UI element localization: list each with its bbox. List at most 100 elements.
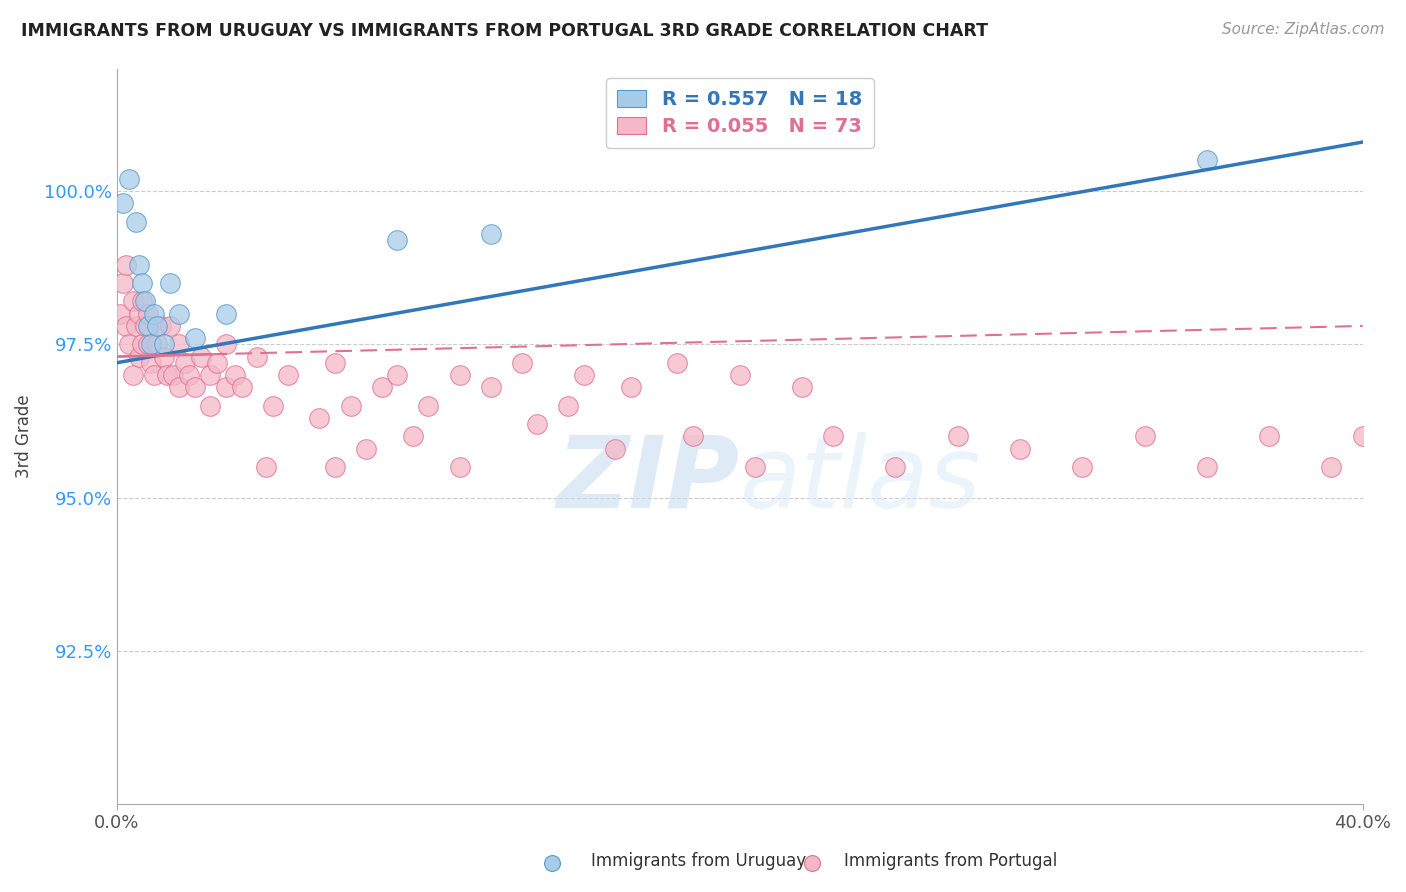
Point (167, 380, 190, 394)
Point (449, 459, 471, 474)
Point (666, 356, 689, 370)
Point (124, 318, 146, 333)
Point (134, 294, 156, 309)
Point (152, 337, 174, 351)
Point (449, 368, 471, 382)
Point (246, 350, 269, 364)
Point (215, 380, 238, 394)
Point (1071, 459, 1094, 474)
Point (131, 337, 153, 351)
Text: Immigrants from Portugal: Immigrants from Portugal (844, 852, 1057, 870)
Point (339, 399, 361, 413)
Point (112, 196, 135, 211)
Point (370, 380, 392, 394)
Point (572, 368, 595, 382)
Point (801, 856, 824, 871)
Point (387, 368, 409, 382)
Text: IMMIGRANTS FROM URUGUAY VS IMMIGRANTS FROM PORTUGAL 3RD GRADE CORRELATION CHART: IMMIGRANTS FROM URUGUAY VS IMMIGRANTS FR… (21, 22, 988, 40)
Point (115, 318, 138, 333)
Point (418, 399, 440, 413)
Point (115, 258, 138, 272)
Point (128, 307, 150, 321)
Point (790, 380, 813, 394)
Point (131, 294, 153, 309)
Point (1258, 429, 1281, 443)
Point (136, 307, 159, 321)
Point (728, 368, 751, 382)
Point (387, 233, 409, 247)
Point (112, 276, 135, 290)
Point (605, 442, 627, 456)
Point (136, 337, 159, 351)
Point (1008, 442, 1031, 456)
Point (156, 368, 179, 382)
Point (141, 337, 163, 351)
Point (177, 368, 200, 382)
Point (118, 337, 141, 351)
Point (184, 331, 207, 345)
Point (128, 350, 150, 364)
Point (141, 356, 163, 370)
Point (620, 380, 643, 394)
Point (354, 442, 377, 456)
Point (1351, 429, 1374, 443)
Point (1195, 459, 1218, 474)
Point (108, 307, 131, 321)
Point (540, 856, 562, 871)
Point (526, 417, 548, 431)
Point (159, 318, 181, 333)
Point (884, 459, 907, 474)
Point (1133, 429, 1156, 443)
Point (184, 380, 207, 394)
Point (682, 429, 704, 443)
Point (510, 356, 533, 370)
Point (136, 318, 159, 333)
Point (200, 368, 222, 382)
Text: Immigrants from Uruguay: Immigrants from Uruguay (591, 852, 806, 870)
Point (146, 337, 169, 351)
Legend: R = 0.557   N = 18, R = 0.055   N = 73: R = 0.557 N = 18, R = 0.055 N = 73 (606, 78, 875, 148)
Point (479, 227, 502, 241)
Point (479, 380, 502, 394)
Point (256, 459, 278, 474)
Point (205, 356, 228, 370)
Point (744, 459, 766, 474)
Point (215, 337, 238, 351)
Point (128, 258, 150, 272)
Point (946, 429, 969, 443)
Point (262, 399, 284, 413)
Point (174, 356, 197, 370)
Point (146, 318, 169, 333)
Point (121, 368, 143, 382)
Point (231, 380, 253, 394)
Point (557, 399, 579, 413)
Point (823, 429, 845, 443)
Text: atlas: atlas (740, 432, 981, 529)
Point (1320, 459, 1343, 474)
Point (131, 276, 153, 290)
Point (143, 368, 166, 382)
Point (323, 356, 346, 370)
Point (167, 307, 190, 321)
Point (402, 429, 425, 443)
Point (143, 307, 166, 321)
Point (215, 307, 238, 321)
Point (118, 171, 141, 186)
Text: ZIP: ZIP (557, 432, 740, 529)
Point (190, 350, 212, 364)
Point (159, 276, 181, 290)
Point (308, 410, 330, 425)
Point (323, 459, 346, 474)
Point (162, 368, 184, 382)
Point (134, 318, 156, 333)
Point (124, 215, 146, 229)
Point (167, 337, 190, 351)
Y-axis label: 3rd Grade: 3rd Grade (15, 394, 32, 478)
Point (224, 368, 246, 382)
Point (1195, 153, 1218, 168)
Point (152, 350, 174, 364)
Point (149, 318, 172, 333)
Point (121, 294, 143, 309)
Point (277, 368, 299, 382)
Text: Source: ZipAtlas.com: Source: ZipAtlas.com (1222, 22, 1385, 37)
